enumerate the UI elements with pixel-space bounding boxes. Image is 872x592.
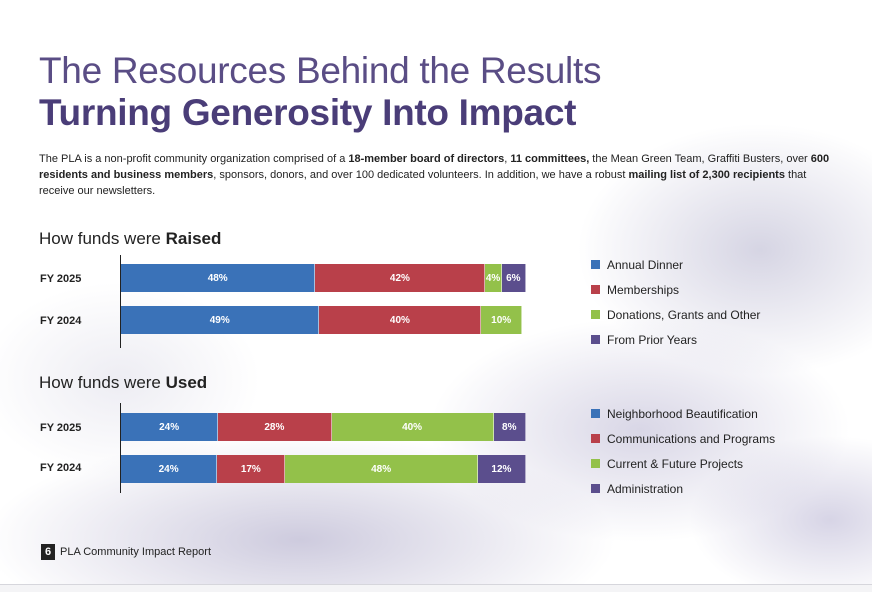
legend-item-communications-and-programs: Communications and Programs: [591, 426, 775, 451]
bar-segment-annual-dinner: 48%: [121, 264, 316, 292]
legend-label: Administration: [607, 481, 684, 496]
intro-text-5: that receive our newsletters.: [39, 169, 807, 197]
legend-item-annual-dinner: Annual Dinner: [591, 252, 760, 277]
data-label: 6%: [506, 272, 521, 284]
legend-item-memberships: Memberships: [591, 277, 760, 302]
data-label: 17%: [240, 463, 261, 475]
used-bar-fy2024: 24% 17% 48% 12%: [121, 455, 526, 483]
bar-segment-current-future-projects: 40%: [331, 413, 494, 441]
legend-label: From Prior Years: [607, 332, 698, 347]
data-label: 4%: [485, 272, 501, 284]
legend-swatch: [591, 260, 600, 269]
data-label: 8%: [502, 421, 517, 433]
bar-segment-communications-and-programs: 17%: [217, 455, 286, 483]
legend-swatch: [591, 310, 600, 319]
intro-bold-board: 18-member board of directors: [348, 153, 505, 165]
data-label: 48%: [207, 272, 228, 284]
intro-bold-members: 600 residents and business members: [39, 153, 830, 181]
data-label: 40%: [389, 314, 410, 326]
data-label: 12%: [491, 463, 512, 475]
raised-bar-fy2024: 49% 40% 10%: [121, 306, 526, 334]
legend-label: Communications and Programs: [607, 431, 776, 446]
raised-chart-title: How funds were Raised: [39, 229, 221, 249]
bar-segment-annual-dinner: 49%: [121, 306, 320, 334]
bar-segment-donations-grants-and-other: 4%: [485, 264, 502, 292]
raised-title-prefix: How funds were: [39, 229, 166, 248]
used-title-prefix: How funds were: [39, 373, 166, 392]
used-row-label-fy2024: FY 2024: [40, 462, 82, 474]
bar-segment-memberships: 42%: [315, 264, 486, 292]
bar-segment-memberships: 40%: [319, 306, 482, 334]
footer-label: PLA Community Impact Report: [60, 546, 212, 558]
bar-segment-administration: 12%: [477, 455, 526, 483]
used-chart-axis: [120, 403, 121, 493]
raised-bar-fy2025: 48% 42% 4% 6%: [121, 264, 526, 292]
page-footer: 6 PLA Community Impact Report: [41, 544, 211, 560]
intro-paragraph: The PLA is a non-profit community organi…: [39, 151, 839, 199]
bar-segment-donations-grants-and-other: 10%: [481, 306, 522, 334]
legend-label: Donations, Grants and Other: [607, 307, 761, 322]
raised-title-emphasis: Raised: [165, 229, 222, 248]
used-title-emphasis: Used: [165, 373, 208, 392]
legend-swatch: [591, 484, 600, 493]
intro-bold-mailing: mailing list of 2,300 recipients: [628, 169, 785, 181]
data-label: 24%: [159, 421, 180, 433]
legend-item-administration: Administration: [591, 476, 775, 501]
bar-segment-neighborhood-beautification: 24%: [121, 413, 219, 441]
used-chart-title: How funds were Used: [39, 373, 207, 393]
data-label: 48%: [371, 463, 392, 475]
raised-row-label-fy2024: FY 2024: [40, 315, 82, 327]
raised-legend: Annual Dinner Memberships Donations, Grant…: [591, 252, 760, 352]
legend-label: Memberships: [607, 282, 680, 297]
intro-text-4: , sponsors, donors, and over 100 dedicat…: [213, 169, 629, 181]
used-row-label-fy2025: FY 2025: [40, 422, 82, 434]
used-bar-fy2025: 24% 28% 40% 8%: [121, 413, 526, 441]
data-label: 49%: [209, 314, 230, 326]
legend-swatch: [591, 285, 600, 294]
bar-segment-communications-and-programs: 28%: [218, 413, 332, 441]
page-number: 6: [41, 544, 55, 560]
raised-row-label-fy2025: FY 2025: [40, 273, 82, 285]
legend-label: Current & Future Projects: [607, 456, 744, 471]
legend-item-donations-grants-and-other: Donations, Grants and Other: [591, 302, 760, 327]
intro-text-1: The PLA is a non-profit community organi…: [39, 153, 349, 165]
data-label: 42%: [389, 272, 410, 284]
data-label: 24%: [158, 463, 179, 475]
legend-swatch: [591, 335, 600, 344]
page-edge: [0, 584, 872, 592]
bar-segment-administration: 8%: [493, 413, 526, 441]
data-label: 10%: [491, 314, 512, 326]
legend-swatch: [591, 409, 600, 418]
data-label: 28%: [264, 421, 285, 433]
bar-segment-from-prior-years: 6%: [501, 264, 526, 292]
legend-swatch: [591, 459, 600, 468]
page-subtitle: Turning Generosity Into Impact: [39, 92, 577, 133]
page-title: The Resources Behind the Results: [39, 50, 602, 91]
intro-bold-committees: 11 committees,: [510, 153, 590, 165]
legend-item-neighborhood-beautification: Neighborhood Beautification: [591, 401, 775, 426]
legend-label: Annual Dinner: [607, 257, 684, 272]
used-legend: Neighborhood Beautification Communication…: [591, 401, 775, 501]
data-label: 40%: [402, 421, 423, 433]
raised-chart-axis: [120, 255, 121, 348]
legend-swatch: [591, 434, 600, 443]
intro-text-3: the Mean Green Team, Graffiti Busters, o…: [589, 153, 811, 165]
legend-item-from-prior-years: From Prior Years: [591, 327, 760, 352]
legend-label: Neighborhood Beautification: [607, 406, 758, 421]
bar-segment-current-future-projects: 48%: [285, 455, 478, 483]
intro-text-2: ,: [504, 153, 511, 165]
legend-item-current-future-projects: Current & Future Projects: [591, 451, 775, 476]
bar-segment-neighborhood-beautification: 24%: [121, 455, 218, 483]
